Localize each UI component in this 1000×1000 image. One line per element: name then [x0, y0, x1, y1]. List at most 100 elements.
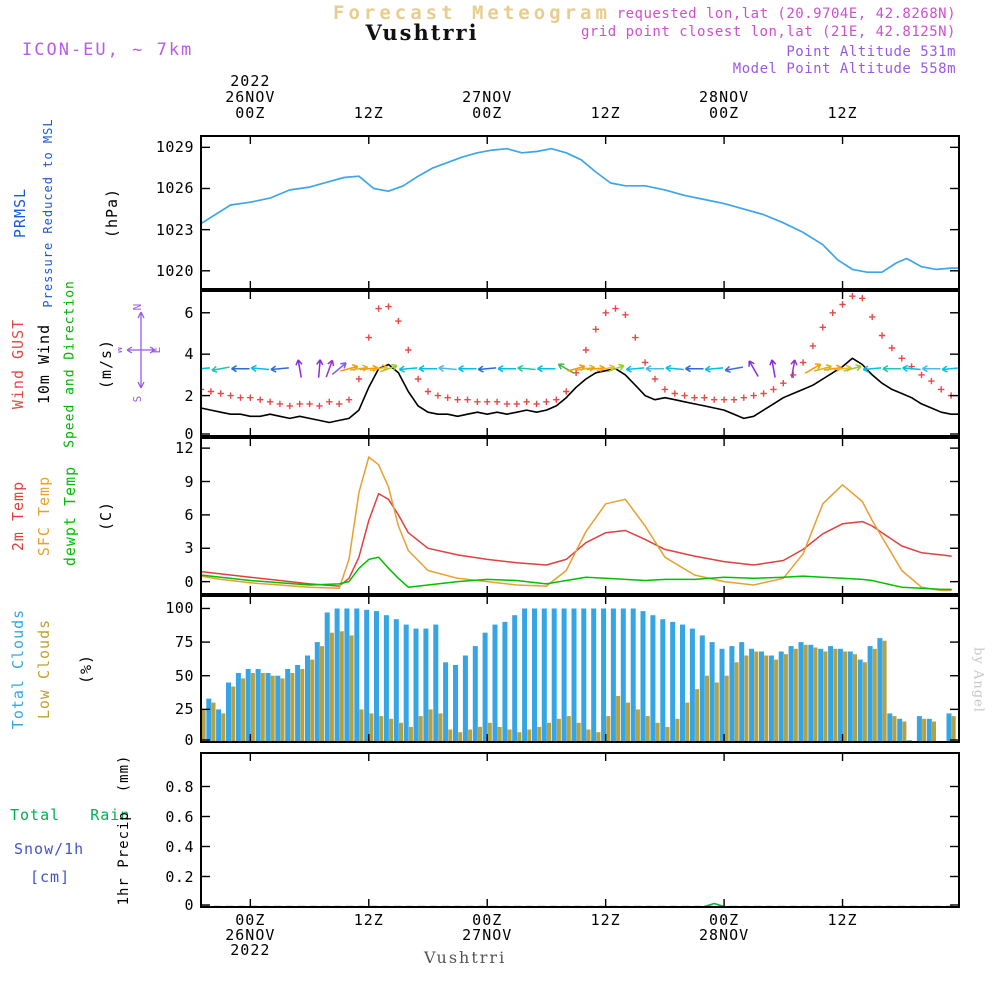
wind-barb — [331, 362, 347, 376]
wind-barb — [557, 363, 575, 374]
y-tick-label: 0.2 — [165, 867, 194, 886]
wind-barb — [295, 359, 303, 378]
point-altitude: Point Altitude 531m — [786, 44, 956, 60]
dewpt-temp-label: dewpt Temp — [61, 465, 79, 567]
wind-barb — [645, 365, 664, 373]
sfc-temp-line — [200, 456, 952, 592]
station-name: Vushtrri — [365, 20, 479, 45]
wind-frame — [200, 290, 960, 437]
time-tick-label: 12Z — [353, 104, 384, 122]
prmsl-line — [200, 147, 960, 274]
wind-barb — [497, 365, 516, 373]
dewpt-temp-line — [200, 556, 952, 591]
time-tick-label: 12Z — [590, 911, 621, 929]
10m-wind-line — [200, 357, 960, 424]
y-tick-label: 0.8 — [165, 777, 194, 796]
clouds-frame — [200, 595, 960, 743]
grid-point-coords: grid point closest lon,lat (21E, 42.8125… — [580, 24, 956, 40]
wind-barb — [316, 359, 324, 378]
year-label: 2022 — [230, 941, 271, 959]
wind-barb — [477, 365, 497, 373]
compass-horizontal-arrow — [126, 346, 156, 354]
y-tick-label: 75 — [174, 633, 194, 652]
y-tick-label: 0.4 — [165, 837, 194, 856]
year-label: 2022 — [230, 72, 271, 90]
y-tick-label: 0 — [184, 425, 194, 443]
wind-barb — [804, 363, 822, 374]
y-tick-label: 50 — [174, 666, 194, 685]
speed-and-direction-label: Speed and Direction — [62, 279, 78, 448]
low-clouds-bars — [201, 631, 956, 741]
wind-barb — [231, 365, 250, 373]
y-tick-label: 0 — [184, 572, 194, 591]
wind-barb — [665, 364, 684, 372]
time-tick-label: 12Z — [353, 911, 384, 929]
requested-coords: requested lon,lat (20.9704E, 42.8268N) — [616, 6, 956, 22]
compass-south-label: S — [131, 396, 144, 402]
precip-chart — [200, 752, 960, 908]
wind-barb — [843, 364, 862, 372]
wind-barb — [211, 365, 230, 374]
total-rain-label: Total Rain — [10, 806, 131, 824]
compass-west-label: W — [118, 346, 125, 353]
pressure-frame — [200, 135, 960, 290]
y-tick-label: 9 — [184, 472, 194, 491]
y-tick-label: 1023 — [155, 220, 194, 239]
wind-barb — [438, 364, 457, 372]
watermark: by Angel — [970, 647, 986, 713]
y-tick-label: 3 — [184, 539, 194, 558]
sfc-temp-label: SFC Temp — [35, 475, 53, 557]
-label: (%) — [77, 653, 95, 685]
time-tick-label: 12Z — [827, 911, 858, 929]
snow-1h-label: Snow/1h — [14, 840, 85, 858]
c-label: (C) — [97, 500, 115, 532]
model-label: ICON-EU, ~ 7km — [22, 40, 194, 60]
date-label: 27NOV — [462, 926, 513, 944]
y-tick-label: 0.6 — [165, 807, 194, 826]
y-tick-label: 1029 — [155, 138, 194, 157]
footer-station-name: Vushtrri — [424, 948, 507, 967]
wind-gust-label: Wind GUST — [9, 318, 27, 409]
y-tick-label: 12 — [174, 439, 194, 458]
y-tick-label: 6 — [184, 505, 194, 524]
wind-barb — [790, 359, 798, 378]
wind-barb — [379, 363, 398, 373]
wind-barb — [704, 365, 724, 373]
total-clouds-bars — [200, 608, 952, 741]
wind-barb — [325, 359, 335, 378]
date-label: 27NOV — [462, 88, 513, 106]
wind-barb — [537, 365, 556, 373]
time-tick-label: 12Z — [827, 104, 858, 122]
page-title: Forecast Meteogram — [333, 2, 611, 24]
model-point-altitude: Model Point Altitude 558m — [732, 61, 956, 77]
pressure-chart — [200, 135, 960, 290]
wind-direction-barbs — [200, 359, 960, 378]
wind-barb — [458, 365, 477, 373]
time-tick-label: 00Z — [472, 104, 503, 122]
date-label: 26NOV — [225, 926, 276, 944]
y-tick-label: 1026 — [155, 179, 194, 198]
1hr-precip-mm-label: 1hr Precip (mm) — [116, 754, 132, 906]
time-tick-label: 00Z — [709, 911, 740, 929]
date-label: 28NOV — [699, 926, 750, 944]
total-rain-line — [703, 902, 725, 908]
wind-barb — [748, 360, 759, 377]
y-tick-label: 1020 — [155, 261, 194, 280]
time-tick-label: 00Z — [709, 104, 740, 122]
time-tick-label: 12Z — [590, 104, 621, 122]
wind-barb — [724, 365, 743, 374]
temperature-frame — [200, 437, 960, 595]
wind-barb — [270, 365, 289, 373]
y-tick-label: 100 — [165, 599, 194, 618]
wind-direction-compass: N S E W — [118, 304, 163, 402]
m-s-label: (m/s) — [97, 338, 115, 389]
wind-barb — [902, 364, 921, 372]
total-clouds-label: Total Clouds — [9, 608, 27, 730]
compass-north-label: N — [131, 304, 144, 311]
pressure-reduced-to-msl-label: Pressure Reduced to MSL — [41, 117, 55, 308]
cm-label: [cm] — [30, 868, 71, 886]
wind-barb — [517, 364, 536, 372]
y-tick-label: 0 — [184, 731, 194, 749]
wind-barb — [862, 365, 882, 373]
